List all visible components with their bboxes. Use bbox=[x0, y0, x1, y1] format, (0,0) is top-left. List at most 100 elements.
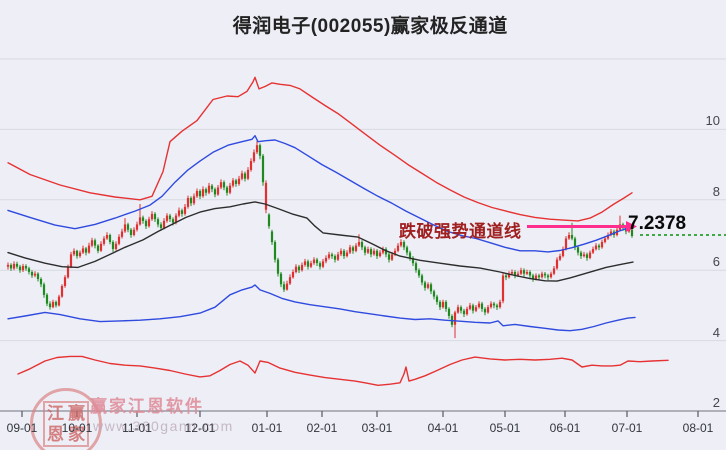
y-axis-label: 10 bbox=[705, 113, 720, 129]
candle-body bbox=[372, 250, 376, 255]
candle-body bbox=[465, 308, 469, 315]
candle-body bbox=[219, 182, 223, 188]
candle-body bbox=[138, 217, 142, 225]
candle-body bbox=[102, 238, 106, 244]
candle-body bbox=[135, 224, 139, 230]
candle-body bbox=[561, 249, 565, 257]
candle-body bbox=[66, 266, 70, 278]
candle-body bbox=[594, 245, 598, 250]
candle-body bbox=[540, 273, 544, 278]
candle-body bbox=[63, 277, 67, 286]
candle-body bbox=[243, 173, 247, 179]
channel-line bbox=[7, 284, 636, 332]
candle-body bbox=[492, 303, 496, 306]
candle-body bbox=[165, 215, 169, 221]
candle-body bbox=[129, 229, 133, 235]
candle-body bbox=[417, 270, 421, 276]
candle-body bbox=[57, 296, 61, 306]
candle-body bbox=[630, 229, 634, 236]
candle-body bbox=[300, 264, 304, 271]
candle-body bbox=[12, 263, 16, 269]
candle-body bbox=[132, 229, 136, 235]
candle-body bbox=[309, 263, 313, 267]
candle-body bbox=[483, 308, 487, 313]
candle-body bbox=[72, 250, 76, 255]
candle-body bbox=[585, 254, 589, 258]
candle-body bbox=[570, 235, 574, 239]
candle-body bbox=[336, 254, 340, 260]
candle-body bbox=[81, 248, 85, 253]
candle-body bbox=[6, 264, 10, 267]
candle-body bbox=[351, 247, 355, 251]
candle-body bbox=[60, 286, 64, 297]
candle-body bbox=[114, 243, 118, 250]
candle-body bbox=[51, 301, 55, 308]
candle-body bbox=[498, 301, 502, 308]
candle-body bbox=[429, 284, 433, 292]
x-axis-label: 06-01 bbox=[549, 421, 581, 435]
candle-body bbox=[264, 182, 268, 210]
candle-body bbox=[576, 247, 580, 253]
candle-body bbox=[627, 229, 631, 232]
candle-body bbox=[405, 247, 409, 253]
candle-body bbox=[99, 243, 103, 251]
candle-body bbox=[141, 217, 145, 221]
candle-body bbox=[342, 250, 346, 257]
channel-price-label: 7.2378 bbox=[628, 213, 687, 234]
candle-body bbox=[144, 220, 148, 227]
candle-body bbox=[330, 254, 334, 257]
candle-body bbox=[411, 257, 415, 264]
candle-body bbox=[357, 242, 361, 246]
candle-body bbox=[69, 254, 73, 267]
candle-body bbox=[588, 252, 592, 258]
candle-body bbox=[606, 235, 610, 239]
candle-body bbox=[33, 273, 37, 276]
candle-body bbox=[90, 240, 94, 246]
y-axis-label: 2 bbox=[712, 395, 720, 410]
candle-body bbox=[558, 256, 562, 260]
x-axis-label: 07-01 bbox=[611, 421, 643, 435]
candle-body bbox=[402, 242, 406, 248]
y-axis-label: 6 bbox=[712, 254, 720, 270]
candle-body bbox=[237, 178, 241, 184]
candle-body bbox=[78, 252, 82, 257]
candle-body bbox=[597, 245, 601, 248]
candle-body bbox=[513, 272, 517, 276]
candle-body bbox=[543, 273, 547, 276]
candle-body bbox=[261, 155, 265, 183]
brand-seal-characters: 江 赢 恩 家 bbox=[43, 401, 89, 447]
candle-body bbox=[231, 180, 235, 186]
candle-body bbox=[111, 242, 115, 249]
y-axis-label: 4 bbox=[712, 324, 720, 340]
candle-body bbox=[423, 282, 427, 288]
candle-body bbox=[258, 145, 262, 156]
candle-body bbox=[384, 249, 388, 255]
candle-body bbox=[528, 272, 532, 276]
candle-body bbox=[54, 301, 58, 306]
candle-body bbox=[87, 245, 91, 253]
candle-body bbox=[75, 250, 79, 257]
candle-body bbox=[444, 301, 448, 309]
candle-body bbox=[18, 266, 22, 271]
candle-body bbox=[36, 273, 40, 279]
candle-body bbox=[552, 268, 556, 274]
candle-body bbox=[396, 245, 400, 251]
candle-body bbox=[321, 261, 325, 267]
candle-body bbox=[426, 284, 430, 288]
candle-body bbox=[519, 270, 523, 274]
candle-body bbox=[459, 307, 463, 311]
candle-body bbox=[84, 248, 88, 253]
candle-body bbox=[120, 231, 124, 237]
candle-body bbox=[582, 254, 586, 257]
x-axis-label: 02-01 bbox=[306, 421, 338, 435]
candle-body bbox=[603, 238, 607, 242]
candle-body bbox=[369, 249, 373, 255]
candle-body bbox=[306, 261, 310, 267]
candle-body bbox=[96, 245, 100, 251]
candle-body bbox=[366, 249, 370, 253]
candle-body bbox=[471, 305, 475, 311]
candle-body bbox=[273, 242, 277, 260]
candle-body bbox=[93, 240, 97, 246]
candle-body bbox=[573, 238, 577, 248]
